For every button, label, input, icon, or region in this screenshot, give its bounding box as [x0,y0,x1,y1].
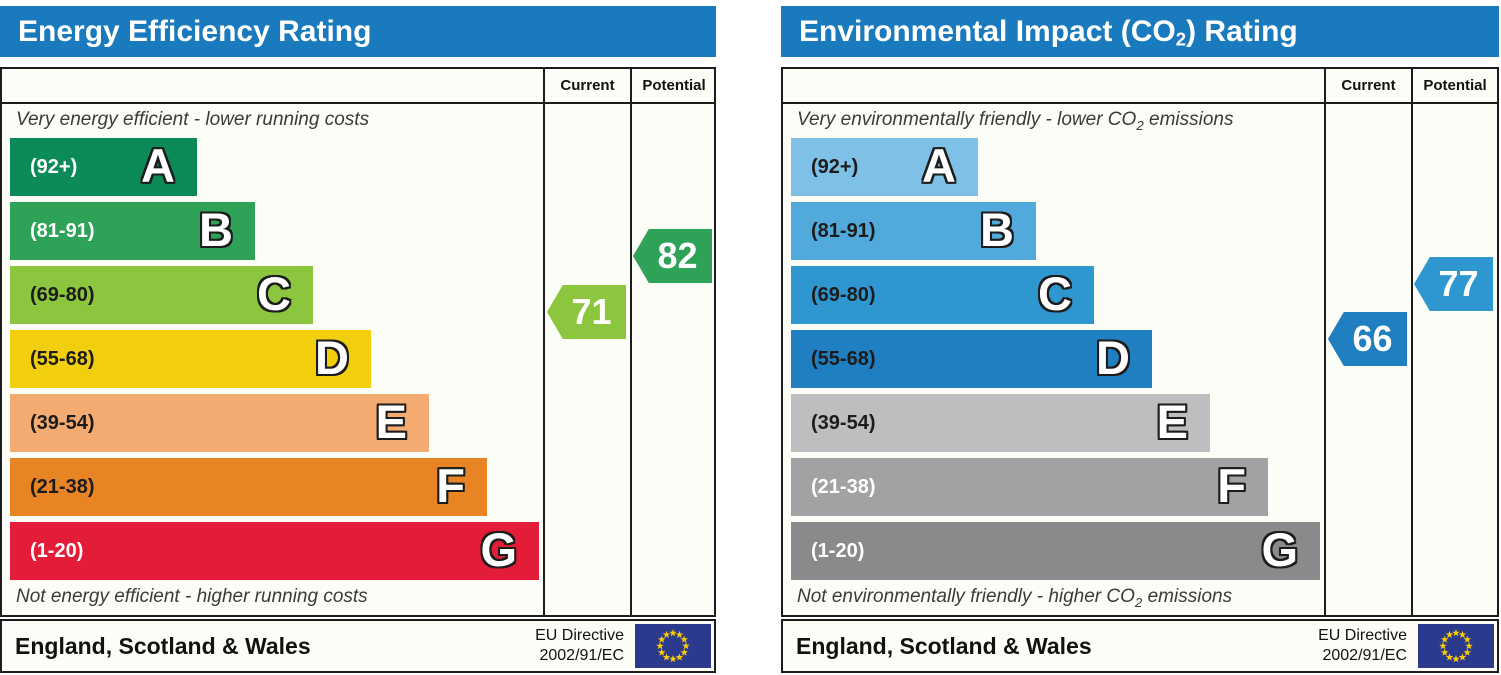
rating-band-d: (55-68) D [10,330,371,388]
potential-column-divider [1411,69,1413,615]
rating-band-b: (81-91) B [791,202,1036,260]
band-letter: E [1156,395,1188,448]
band-range-label: (81-91) [30,220,95,242]
potential-column-header: Potential [1423,77,1487,94]
current-column-divider [1324,69,1326,615]
band-letter: A [922,139,956,192]
rating-table: Current Potential Very energy efficient … [0,67,716,617]
footer-region-label: England, Scotland & Wales [15,632,311,659]
band-letter: C [257,267,291,320]
band-letter: D [315,331,349,384]
band-letter: G [1261,523,1298,576]
band-range-label: (55-68) [811,348,876,370]
eu-directive-label: EU Directive 2002/91/EC [535,627,624,664]
potential-column-divider [630,69,632,615]
band-range-label: (21-38) [811,476,876,498]
current-rating-value: 71 [571,291,612,332]
band-range-label: (92+) [811,156,859,178]
panel-title-text: Energy Efficiency Rating [18,15,372,48]
band-range-label: (39-54) [811,412,876,434]
panel-title: Environmental Impact (CO2) Rating [781,6,1499,57]
current-column-divider [543,69,545,615]
rating-band-e: (39-54) E [10,394,429,452]
rating-band-b: (81-91) B [10,202,255,260]
potential-rating-value: 77 [1438,263,1479,304]
current-column-header: Current [560,77,615,94]
current-rating-arrow: 66 [1328,312,1407,366]
header-row-divider [2,102,714,104]
band-range-label: (69-80) [811,284,876,306]
band-letter: B [980,203,1014,256]
band-letter: G [480,523,517,576]
panel-footer: England, Scotland & Wales EU Directive 2… [781,619,1499,673]
band-letter: F [436,459,465,512]
potential-rating-arrow: 77 [1414,257,1493,311]
rating-band-a: (92+) A [10,138,197,196]
potential-column-header: Potential [642,77,706,94]
current-rating-value: 66 [1352,318,1393,359]
panel-footer: England, Scotland & Wales EU Directive 2… [0,619,716,673]
potential-rating-value: 82 [657,235,698,276]
footer-region-label: England, Scotland & Wales [796,632,1092,659]
header-row-divider [783,102,1497,104]
rating-band-g: (1-20) G [10,522,539,580]
eu-directive-label: EU Directive 2002/91/EC [1318,627,1407,664]
band-letter: A [141,139,175,192]
top-caption: Very environmentally friendly - lower CO… [797,109,1234,133]
band-letter: E [375,395,407,448]
rating-band-d: (55-68) D [791,330,1152,388]
rating-band-c: (69-80) C [791,266,1094,324]
panel-title-text: Environmental Impact (CO [799,15,1176,48]
rating-band-f: (21-38) F [791,458,1268,516]
potential-rating-arrow: 82 [633,229,712,283]
current-rating-arrow: 71 [547,285,626,339]
band-letter: F [1217,459,1246,512]
top-caption: Very energy efficient - lower running co… [16,109,370,130]
band-range-label: (1-20) [811,540,865,562]
band-range-label: (39-54) [30,412,95,434]
rating-band-c: (69-80) C [10,266,313,324]
rating-band-g: (1-20) G [791,522,1320,580]
rating-band-a: (92+) A [791,138,978,196]
bottom-caption: Not energy efficient - higher running co… [16,586,368,607]
band-range-label: (69-80) [30,284,95,306]
band-range-label: (1-20) [30,540,84,562]
environmental-impact-panel: Environmental Impact (CO2) Rating Curren… [781,0,1501,675]
energy-efficiency-panel: Energy Efficiency Rating Current Potenti… [0,0,718,675]
band-letter: B [199,203,233,256]
panel-title-suffix: ) Rating [1186,15,1298,48]
band-range-label: (81-91) [811,220,876,242]
panel-title: Energy Efficiency Rating [0,6,716,57]
eu-flag-icon [1418,624,1494,668]
panel-title-subscript: 2 [1175,28,1187,50]
band-letter: D [1096,331,1130,384]
band-letter: C [1038,267,1072,320]
eu-flag-icon [635,624,711,668]
bottom-caption: Not environmentally friendly - higher CO… [797,586,1233,610]
current-column-header: Current [1341,77,1396,94]
rating-band-f: (21-38) F [10,458,487,516]
band-range-label: (92+) [30,156,78,178]
rating-band-e: (39-54) E [791,394,1210,452]
band-range-label: (21-38) [30,476,95,498]
band-range-label: (55-68) [30,348,95,370]
